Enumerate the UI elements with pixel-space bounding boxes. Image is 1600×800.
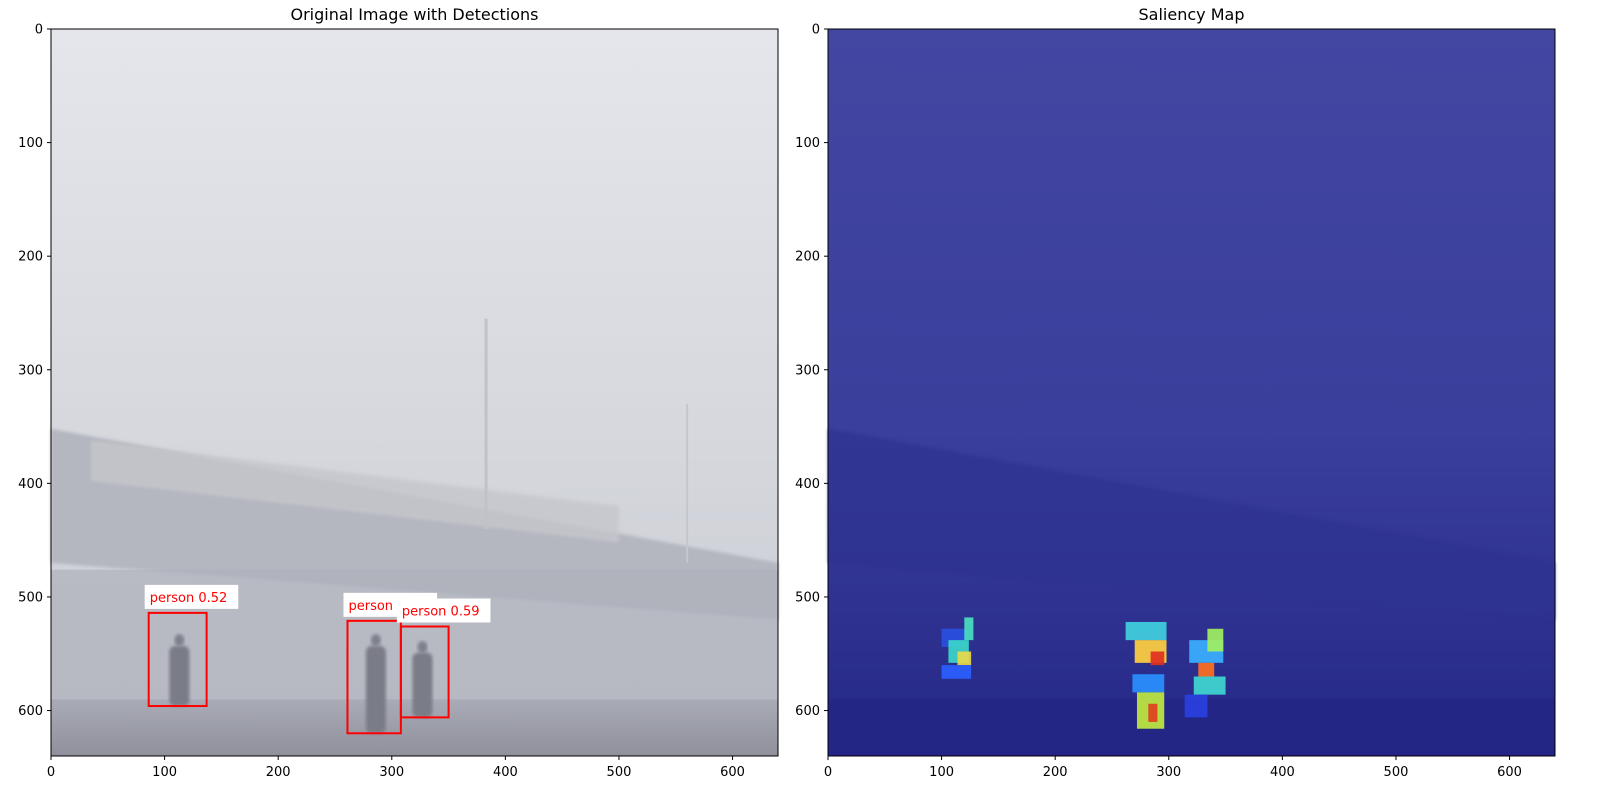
axes-frame (827, 28, 1556, 757)
y-tick-label: 300 (795, 363, 820, 378)
detections-panel: Original Image with Detections person 0.… (18, 5, 779, 780)
x-tick-label: 500 (607, 765, 632, 780)
saliency-heatmap (828, 29, 1555, 756)
panel-title: Saliency Map (1139, 5, 1245, 24)
pedestrian-silhouette (365, 645, 386, 734)
y-tick-label: 100 (18, 136, 43, 151)
x-tick-label: 100 (152, 765, 177, 780)
saliency-hotspot (941, 665, 972, 679)
saliency-hotspot (964, 617, 974, 641)
detection-box (399, 625, 450, 719)
panel-title: Original Image with Detections (291, 5, 539, 24)
detection-label: person 0.59 (402, 605, 480, 620)
saliency-hotspot (1125, 621, 1167, 641)
x-tick-label: 0 (47, 765, 55, 780)
x-tick-label: 300 (379, 765, 404, 780)
bridge-shadow (828, 428, 1555, 620)
pedestrian-silhouette (370, 634, 381, 647)
y-tick-label: 100 (795, 136, 820, 151)
saliency-hotspot (957, 651, 972, 666)
saliency-hotspot (1198, 662, 1215, 677)
pedestrian-silhouette (417, 640, 428, 653)
y-tick-label: 0 (35, 23, 43, 38)
saliency-hotspot (1132, 674, 1165, 693)
y-axis-ticks: 0 100 200 300 400 500 600 (795, 23, 828, 719)
x-tick-label: 200 (1043, 765, 1068, 780)
x-axis-ticks: 0 100 200 300 400 500 600 (47, 756, 745, 780)
pedestrian-silhouette (412, 652, 433, 718)
y-tick-label: 300 (18, 363, 43, 378)
y-tick-label: 200 (18, 250, 43, 265)
saliency-panel: Saliency Map 0 100 200 300 400 500 600 0 100 200… (795, 5, 1556, 780)
pedestrian-silhouette (174, 634, 185, 647)
saliency-hotspot (1150, 651, 1165, 666)
detection-box (147, 611, 208, 708)
y-tick-label: 400 (795, 477, 820, 492)
saliency-hotspot (1148, 703, 1158, 722)
y-tick-label: 600 (795, 704, 820, 719)
detection-label-bg (144, 584, 239, 609)
y-tick-label: 0 (812, 23, 820, 38)
saliency-hotspot (1184, 694, 1208, 718)
y-tick-label: 600 (18, 704, 43, 719)
x-tick-label: 300 (1156, 765, 1181, 780)
x-tick-label: 400 (1270, 765, 1295, 780)
x-tick-label: 500 (1384, 765, 1409, 780)
x-tick-label: 200 (266, 765, 291, 780)
detection-label-bg (396, 598, 491, 623)
foggy-scene-image (51, 29, 778, 756)
x-tick-label: 100 (929, 765, 954, 780)
y-tick-label: 200 (795, 250, 820, 265)
saliency-hotspot (1193, 676, 1226, 695)
y-tick-label: 500 (795, 590, 820, 605)
x-tick-label: 0 (824, 765, 832, 780)
pedestrian-silhouette (169, 645, 190, 707)
axes-frame (50, 28, 779, 757)
x-tick-label: 400 (493, 765, 518, 780)
y-tick-label: 400 (18, 477, 43, 492)
detection-label: person 0.52 (150, 591, 228, 606)
y-axis-ticks: 0 100 200 300 400 500 600 (18, 23, 51, 719)
x-tick-label: 600 (1497, 765, 1522, 780)
y-tick-label: 500 (18, 590, 43, 605)
saliency-hotspot (1207, 628, 1224, 652)
x-axis-ticks: 0 100 200 300 400 500 600 (824, 756, 1522, 780)
x-tick-label: 600 (720, 765, 745, 780)
